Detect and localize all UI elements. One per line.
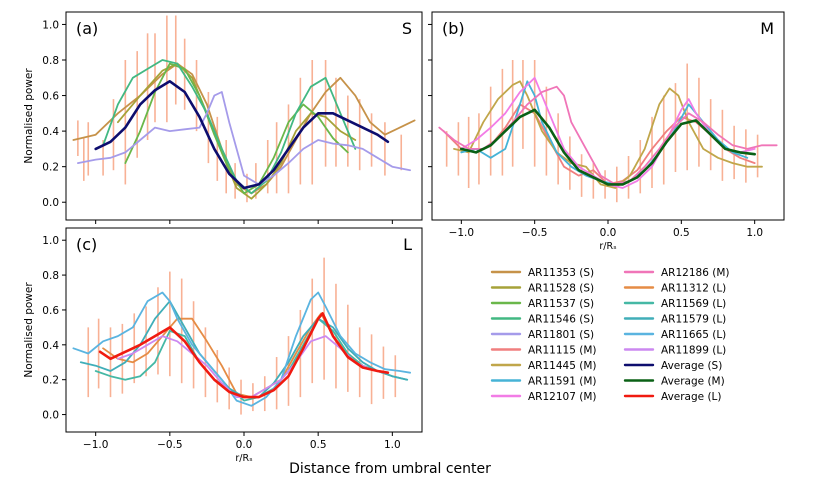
xtick-label-1-0: −1.0 [449,227,475,239]
ytick-label-0-4: 0.8 [42,55,59,67]
legend: AR11353 (S) AR11528 (S) AR11537 (S) AR11546… [490,267,729,403]
panel-0-data [72,15,416,203]
panel-label-1: (b) [442,19,465,38]
series-line-2-1 [94,317,409,402]
corner-label-1: M [760,19,774,38]
shared-xlabel: Distance from umbral center [289,461,491,477]
panel-2-data [72,257,412,415]
series-line-2-3 [72,291,412,407]
xlabel-1: r/Rₛ [599,241,617,252]
series-line-2-5 [98,312,390,399]
panel-0: 0.0 0.2 0.4 0.6 0.8 1.0 Normalised power (a) S [23,11,423,224]
legend-label-6: AR11445 (M) [528,360,596,372]
xtick-label-2-3: 0.5 [310,439,327,451]
series-line-1-1 [453,80,763,189]
xtick-label-2-0: −1.0 [83,439,109,451]
panel-1-data [438,60,778,203]
xtick-label-2-1: −0.5 [157,439,183,451]
ytick-label-0-2: 0.4 [42,126,59,138]
series-line-0-0 [72,62,416,195]
ylabel-2: Normalised power [23,282,35,378]
xtick-label-2-4: 1.0 [384,439,401,451]
xtick-label-1-2: 0.0 [600,227,617,239]
legend-label-10: AR11312 (L) [661,283,726,295]
series-line-0-5 [94,80,390,190]
legend-label-4: AR11801 (S) [528,329,594,341]
ylabel-0: Normalised power [23,68,35,164]
legend-label-5: AR11115 (M) [528,345,596,357]
corner-label-0: S [402,19,412,38]
legend-label-0: AR11353 (S) [528,267,594,279]
legend-label-7: AR11591 (M) [528,376,596,388]
legend-label-15: Average (S) [661,360,722,372]
ytick-label-0-3: 0.6 [42,91,59,103]
series-line-0-3 [102,59,357,195]
xtick-label-1-1: −0.5 [522,227,548,239]
ytick-label-2-2: 0.4 [42,340,59,352]
xtick-label-2-2: 0.0 [236,439,253,451]
panel-label-0: (a) [76,19,98,38]
legend-label-11: AR11569 (L) [661,298,726,310]
corner-label-2: L [403,235,412,254]
panel-1: −1.0 −0.5 0.0 0.5 1.0 r/Rₛ (b) M [428,11,785,252]
ytick-label-0-0: 0.0 [42,197,59,209]
legend-label-17: Average (L) [661,391,722,403]
xtick-label-1-3: 0.5 [673,227,690,239]
ytick-label-0-1: 0.2 [42,162,59,174]
legend-label-3: AR11546 (S) [528,314,594,326]
legend-label-14: AR11899 (L) [661,345,726,357]
ytick-label-2-0: 0.0 [42,410,59,422]
legend-label-9: AR12186 (M) [661,267,729,279]
series-line-0-4 [77,91,412,186]
legend-label-2: AR11537 (S) [528,298,594,310]
legend-label-12: AR11579 (L) [661,314,726,326]
legend-label-1: AR11528 (S) [528,283,594,295]
ytick-label-0-5: 1.0 [42,19,59,31]
xlabel-2: r/Rₛ [235,453,253,464]
panel-label-2: (c) [76,235,97,254]
ytick-label-2-3: 0.6 [42,305,59,317]
legend-label-13: AR11665 (L) [661,329,726,341]
xtick-label-1-4: 1.0 [746,227,763,239]
legend-label-16: Average (M) [661,376,725,388]
panel-1-frame [431,11,785,221]
ytick-label-2-1: 0.2 [42,375,59,387]
ytick-label-2-4: 0.8 [42,270,59,282]
series-line-1-5 [459,108,757,186]
series-line-1-3 [460,76,756,189]
ytick-label-2-5: 1.0 [42,235,59,247]
panel-2: 0.0 0.2 0.4 0.6 0.8 1.0 −1.0 −0.5 0.0 0.5 1.0 Norma… [23,227,423,464]
legend-label-8: AR12107 (M) [528,391,596,403]
